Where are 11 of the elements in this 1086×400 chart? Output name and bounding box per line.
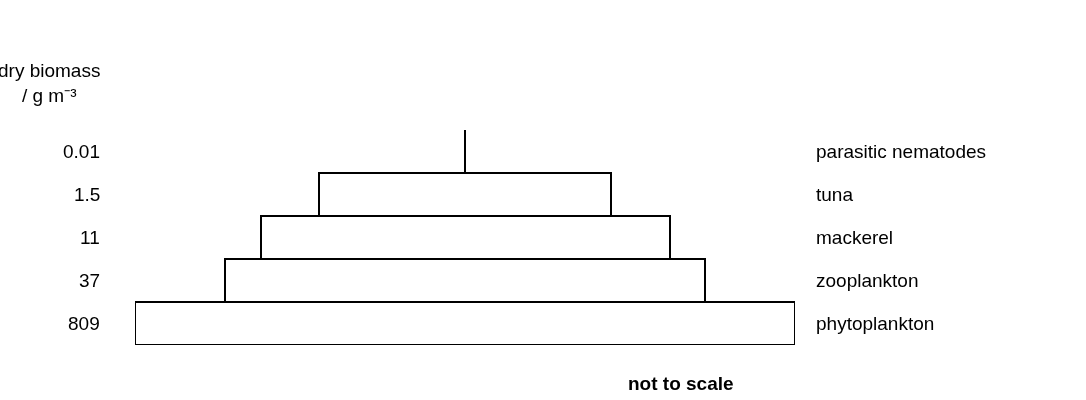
text: not to scale: [628, 373, 734, 394]
data-label: 37: [79, 270, 101, 291]
category-label: zooplankton: [816, 270, 919, 292]
data-label: 0.01: [63, 141, 100, 162]
category-label: parasitic nematodes: [816, 141, 987, 163]
category-label: mackerel: [816, 227, 894, 249]
data-label: 1.5: [74, 184, 101, 205]
category-label: tuna: [816, 184, 854, 206]
data-label: 11: [80, 227, 100, 248]
data-label: 809: [68, 313, 100, 334]
category-label: phytoplankton: [816, 313, 935, 335]
